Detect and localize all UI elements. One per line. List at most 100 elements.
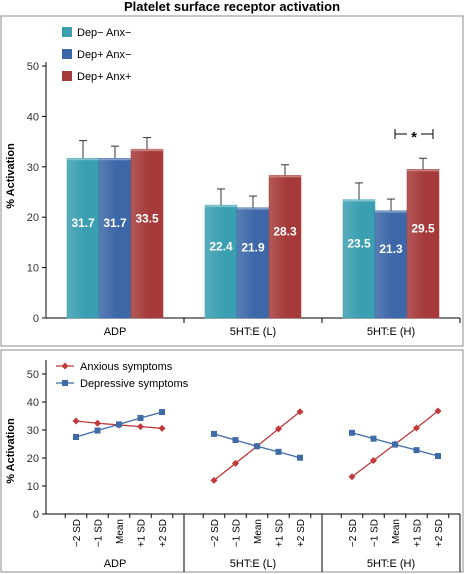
bar: [204, 204, 238, 319]
bar-chart-panel: % Activation 0 10 20 30 40 50 ADP 5HT:E (L) 5HT:…: [0, 15, 464, 347]
bar: [236, 207, 270, 319]
line-chart-x-tick-label: +2 SD: [158, 519, 169, 547]
line-chart-group-label: 5HT:E (L): [230, 558, 276, 570]
bar-chart-category-label: 5HT:E (L): [230, 326, 276, 338]
depressive-point: [392, 441, 398, 448]
depressive-point: [137, 414, 144, 421]
line-chart-marks: [72, 407, 442, 484]
line-chart-x-tick-label: −2 SD: [72, 519, 83, 547]
bar-highlight: [269, 175, 301, 178]
bar: [268, 175, 302, 319]
line-chart-y-tick-label: 20: [27, 453, 39, 465]
line-chart-x-tick-label: −2 SD: [348, 519, 359, 547]
anxious-point: [296, 408, 304, 416]
depressive-point: [435, 453, 441, 460]
line-chart-x-tick-label: +1 SD: [137, 519, 148, 547]
line-chart-x-tick-label: +1 SD: [275, 519, 286, 547]
line-chart-x-tick-label: Mean: [115, 519, 126, 544]
bar-highlight: [407, 169, 439, 172]
line-chart-x-tick-label: −1 SD: [232, 519, 243, 547]
line-chart-y-tick-label: 50: [27, 369, 39, 381]
depressive-point: [297, 454, 303, 461]
depressive-point: [159, 409, 165, 416]
depressive-point: [275, 448, 282, 455]
bar-value-label: 21.9: [241, 241, 265, 255]
depressive-point: [94, 427, 101, 434]
bar-value-label: 28.3: [273, 225, 297, 239]
anxious-point: [158, 424, 166, 432]
anxious-point: [413, 424, 420, 432]
bar-highlight: [131, 149, 163, 152]
line-chart-y-tick-label: 30: [27, 425, 39, 437]
anxious-point: [137, 423, 144, 431]
line-chart-x-tick-label: −1 SD: [94, 519, 105, 547]
bar-chart-y-axis-label: % Activation: [5, 143, 17, 209]
bar-value-label: 31.7: [103, 216, 127, 230]
line-chart-group-label: 5HT:E (H): [367, 558, 415, 570]
line-chart-group-label: ADP: [104, 558, 127, 570]
legend-marker: [62, 380, 68, 386]
bar-value-label: 29.5: [411, 222, 435, 236]
bar-highlight: [99, 158, 131, 161]
anxious-point: [232, 459, 239, 467]
anxious-point: [275, 425, 282, 433]
bar-value-label: 22.4: [209, 239, 233, 253]
line-chart-panel: % Activation 0 10 20 30 40 50 −2 SD −1 SD Mean +1…: [0, 349, 464, 573]
legend-swatch: [62, 49, 72, 59]
line-chart-y-axis-label: % Activation: [5, 418, 17, 484]
bar-chart-y-tick-label: 10: [27, 263, 39, 275]
legend-swatch: [62, 27, 72, 37]
line-chart-frame: [0, 349, 464, 573]
bar-chart-legend: Dep− Anx− Dep+ Anx− Dep+ Anx+: [62, 27, 131, 83]
bar-chart-category-label: ADP: [104, 326, 127, 338]
line-chart-axes: 0 10 20 30 40 50 −2 SD −1 SD Mean +1 SD +2 SD ADP −2…: [27, 360, 461, 572]
bar-chart-y-tick-label: 40: [27, 111, 39, 123]
bar-chart-y-tick-label: 50: [27, 61, 39, 73]
line-chart-x-tick-label: Mean: [253, 519, 264, 544]
line-chart-x-tick-label: −1 SD: [370, 519, 381, 547]
legend-marker: [61, 362, 69, 370]
legend-label: Depressive symptoms: [80, 378, 189, 390]
anxious-point: [348, 473, 356, 481]
legend-label: Dep− Anx−: [77, 27, 131, 39]
bar-chart-axes: 0 10 20 30 40 50 ADP 5HT:E (L) 5HT:E (H): [27, 61, 461, 338]
bar-chart-y-tick-label: 30: [27, 162, 39, 174]
depressive-point: [254, 443, 260, 450]
bar-value-label: 31.7: [71, 216, 95, 230]
depressive-point: [232, 437, 239, 444]
anxious-point: [434, 407, 442, 415]
bar-highlight: [205, 205, 237, 208]
anxious-point: [210, 476, 218, 484]
bar-chart-marks: 31.7 31.7 33.5 22.4 21.9 28.3 23.5 21.3 29.5 *: [66, 127, 440, 319]
bar: [66, 157, 100, 319]
line-chart-x-tick-label: Mean: [391, 519, 402, 544]
legend-swatch: [62, 71, 72, 81]
bar-chart-y-tick-label: 0: [33, 313, 39, 325]
bar-chart-y-tick-label: 20: [27, 212, 39, 224]
line-chart-x-tick-label: +1 SD: [413, 519, 424, 547]
line-chart-y-tick-label: 40: [27, 397, 39, 409]
bar-value-label: 21.3: [379, 242, 403, 256]
bar: [98, 157, 132, 319]
bar: [130, 148, 164, 319]
bar-value-label: 33.5: [135, 211, 159, 225]
anxious-point: [94, 419, 101, 427]
bar-value-label: 23.5: [347, 237, 371, 251]
line-chart-x-tick-label: +2 SD: [434, 519, 445, 547]
bar: [342, 199, 376, 319]
bar: [374, 210, 408, 319]
line-chart-y-tick-label: 10: [27, 481, 39, 493]
bar: [406, 169, 440, 319]
bar-highlight: [67, 158, 99, 161]
line-chart-y-tick-label: 0: [33, 509, 39, 521]
line-chart-x-tick-label: −2 SD: [210, 519, 221, 547]
legend-label: Dep+ Anx−: [77, 49, 131, 61]
significance-star: *: [411, 129, 417, 146]
line-chart-x-tick-label: +2 SD: [296, 519, 307, 547]
bar-highlight: [237, 207, 269, 210]
bar-highlight: [343, 199, 375, 202]
figure-title: Platelet surface receptor activation: [124, 0, 340, 14]
depressive-point: [73, 434, 79, 440]
depressive-point: [413, 447, 420, 454]
